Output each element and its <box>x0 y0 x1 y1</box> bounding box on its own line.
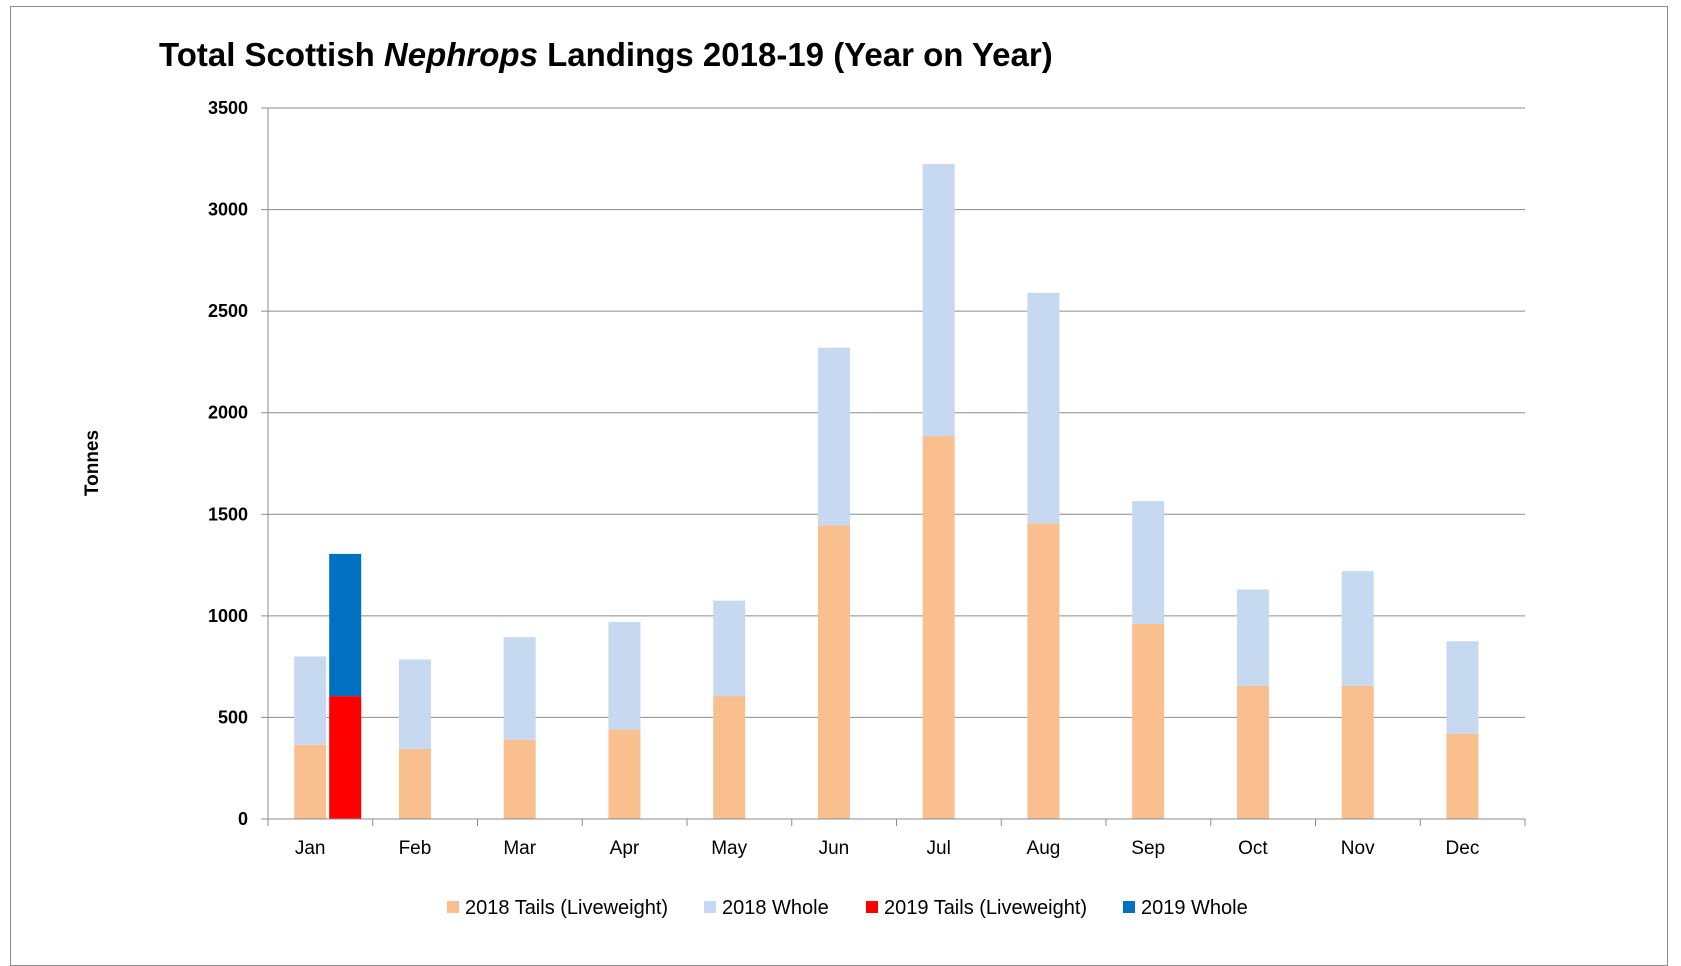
x-tick-label: Jul <box>927 838 951 859</box>
x-tick-label: Sep <box>1131 838 1165 859</box>
bar-segment <box>922 436 955 819</box>
y-tick-label: 1500 <box>208 504 248 524</box>
bar-segment <box>329 553 362 697</box>
gridlines <box>261 107 1525 820</box>
bar-segment <box>817 347 850 526</box>
bar-segment <box>294 656 327 745</box>
bar-segment <box>1132 623 1165 819</box>
bar-segment <box>1446 641 1479 734</box>
y-tick-label: 2000 <box>208 403 248 423</box>
bar-segment <box>1236 589 1269 686</box>
bar-segment <box>1027 292 1060 524</box>
x-tick-label: Jun <box>819 838 850 859</box>
bar-segment <box>329 696 362 819</box>
x-tick-label: Aug <box>1027 838 1061 859</box>
bar-segment <box>398 748 431 819</box>
x-tick-label: Dec <box>1446 838 1480 859</box>
x-tick-label: Apr <box>610 838 640 859</box>
bar-segment <box>817 525 850 819</box>
legend-label: 2018 Tails (Liveweight) <box>465 897 668 919</box>
legend-swatch <box>1123 901 1135 913</box>
bar-segment <box>1132 501 1165 624</box>
bar-segment <box>1236 685 1269 819</box>
y-tick-label: 1000 <box>208 606 248 626</box>
y-axis-ticks: 0 500 1000 1500 2000 2500 3000 3500 <box>208 98 248 829</box>
bar-segment <box>1027 523 1060 819</box>
y-tick-label: 3000 <box>208 200 248 220</box>
bar-segment <box>1341 571 1374 686</box>
y-tick-label: 3500 <box>208 98 248 118</box>
bar-segment <box>1446 733 1479 819</box>
x-axis-ticks: Jan Feb Mar Apr May Jun Jul Aug Sep Oct Nov Dec <box>295 838 1479 859</box>
x-tick-label: Feb <box>399 838 432 859</box>
y-tick-label: 2500 <box>208 301 248 321</box>
bar-segment <box>503 637 536 740</box>
bar-segment <box>608 621 641 730</box>
bar-segment <box>1341 685 1374 819</box>
bar-segment <box>398 659 431 749</box>
x-tick-label: May <box>711 838 747 859</box>
x-tick-label: Jan <box>295 838 326 859</box>
bars <box>294 163 1479 819</box>
chart-title: Total Scottish Nephrops Landings 2018-19… <box>159 36 1053 73</box>
y-axis-label: Tonnes <box>82 430 103 496</box>
chart-title-part-1: Total Scottish <box>159 36 384 73</box>
bar-segment <box>922 163 955 437</box>
legend-label: 2019 Tails (Liveweight) <box>884 897 1087 919</box>
legend-swatch <box>447 901 459 913</box>
legend: 2018 Tails (Liveweight) 2018 Whole 2019 Ta… <box>447 897 1248 919</box>
bar-segment <box>713 696 746 819</box>
legend-label: 2018 Whole <box>722 897 829 919</box>
bar-segment <box>294 744 327 819</box>
x-tick-label: Oct <box>1238 838 1268 859</box>
x-tick-label: Mar <box>503 838 536 859</box>
chart: Total Scottish Nephrops Landings 2018-19… <box>82 36 1526 919</box>
y-tick-label: 500 <box>218 707 248 727</box>
chart-title-part-2: Nephrops <box>384 36 538 73</box>
bar-segment <box>608 729 641 819</box>
legend-swatch <box>866 901 878 913</box>
chart-title-part-3: Landings 2018-19 (Year on Year) <box>538 36 1053 73</box>
axes <box>267 108 1526 826</box>
bar-segment <box>503 739 536 819</box>
legend-label: 2019 Whole <box>1141 897 1248 919</box>
bar-segment <box>713 600 746 697</box>
legend-swatch <box>704 901 716 913</box>
x-tick-label: Nov <box>1341 838 1375 859</box>
y-tick-label: 0 <box>238 809 248 829</box>
